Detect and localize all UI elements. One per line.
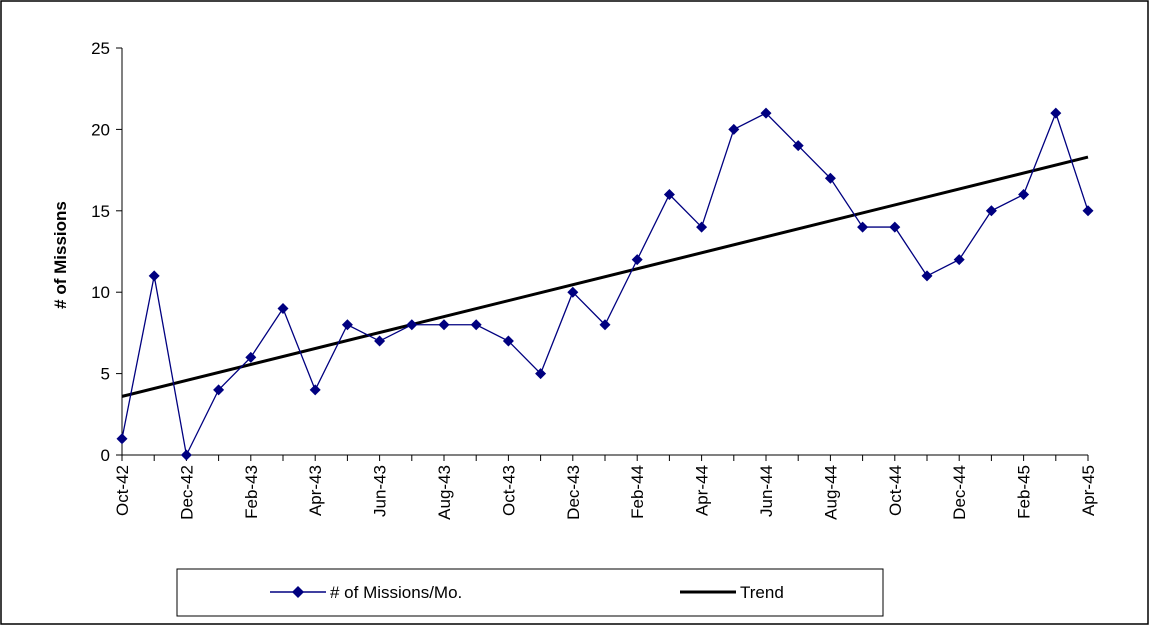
data-point bbox=[406, 319, 418, 331]
data-point bbox=[213, 384, 225, 396]
trend-line bbox=[121, 155, 1089, 398]
data-point bbox=[889, 221, 901, 233]
data-point bbox=[728, 123, 740, 135]
data-point bbox=[760, 107, 772, 119]
trend-series bbox=[121, 155, 1089, 398]
data-point bbox=[470, 319, 482, 331]
data-point bbox=[245, 351, 257, 363]
y-tick-label: 10 bbox=[91, 283, 110, 302]
data-point bbox=[663, 189, 675, 201]
data-point bbox=[438, 319, 450, 331]
x-tick-label: Dec-42 bbox=[177, 465, 196, 520]
data-point bbox=[1082, 205, 1094, 217]
data-point bbox=[502, 335, 514, 347]
data-point bbox=[953, 254, 965, 266]
legend-missions-marker bbox=[292, 586, 304, 598]
data-point bbox=[1018, 189, 1030, 201]
y-tick-label: 0 bbox=[101, 446, 110, 465]
data-point bbox=[1050, 107, 1062, 119]
x-tick-label: Jun-43 bbox=[371, 465, 390, 517]
x-tick-label: Oct-43 bbox=[499, 465, 518, 516]
data-point bbox=[116, 433, 128, 445]
data-point bbox=[374, 335, 386, 347]
x-tick-label: Feb-45 bbox=[1015, 465, 1034, 519]
x-tick-label: Aug-44 bbox=[821, 465, 840, 520]
y-axis-label: # of Missions bbox=[51, 201, 70, 309]
x-tick-label: Oct-42 bbox=[113, 465, 132, 516]
legend-missions-label: # of Missions/Mo. bbox=[330, 583, 462, 602]
x-tick-label: Jun-44 bbox=[757, 465, 776, 517]
data-point bbox=[567, 286, 579, 298]
data-point bbox=[148, 270, 160, 282]
x-tick-label: Oct-44 bbox=[886, 465, 905, 516]
data-point bbox=[309, 384, 321, 396]
y-tick-label: 25 bbox=[91, 39, 110, 58]
x-tick-label: Apr-44 bbox=[693, 465, 712, 516]
x-tick-label: Apr-43 bbox=[306, 465, 325, 516]
legend: # of Missions/Mo. Trend bbox=[176, 568, 884, 617]
y-tick-label: 20 bbox=[91, 120, 110, 139]
y-tick-label: 5 bbox=[101, 365, 110, 384]
axes: 0 5 10 15 20 25 Oct-42 Dec-42 Feb-43 Apr-43 Jun-43… bbox=[91, 39, 1098, 520]
data-point bbox=[341, 319, 353, 331]
data-point bbox=[599, 319, 611, 331]
y-tick-label: 15 bbox=[91, 202, 110, 221]
data-point bbox=[696, 221, 708, 233]
data-point bbox=[985, 205, 997, 217]
data-point bbox=[535, 368, 547, 380]
data-point bbox=[824, 172, 836, 184]
x-tick-label: Aug-43 bbox=[435, 465, 454, 520]
x-tick-label: Apr-45 bbox=[1079, 465, 1098, 516]
data-point bbox=[180, 449, 192, 461]
data-point bbox=[857, 221, 869, 233]
data-point bbox=[792, 140, 804, 152]
data-point bbox=[631, 254, 643, 266]
x-tick-label: Feb-43 bbox=[242, 465, 261, 519]
data-point bbox=[277, 302, 289, 314]
x-tick-label: Feb-44 bbox=[628, 465, 647, 519]
x-tick-label: Dec-43 bbox=[564, 465, 583, 520]
missions-series bbox=[116, 107, 1094, 461]
data-point bbox=[921, 270, 933, 282]
x-tick-label: Dec-44 bbox=[950, 465, 969, 520]
legend-trend-label: Trend bbox=[740, 583, 784, 602]
